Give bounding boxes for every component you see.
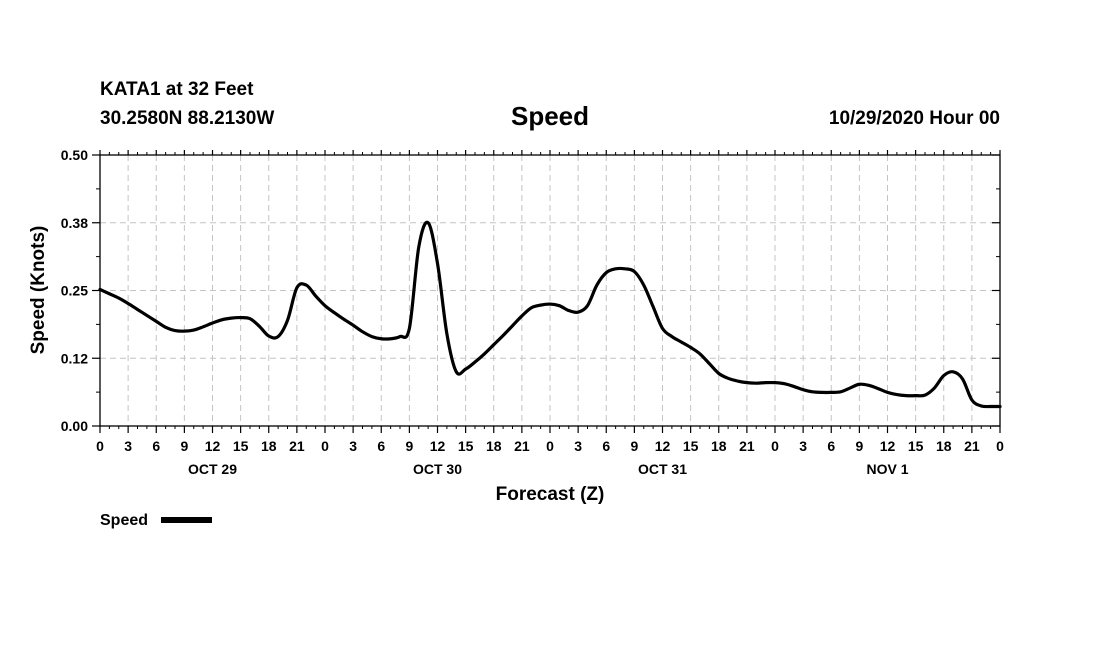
x-tick-label: 18 — [936, 438, 952, 454]
x-tick-label: 12 — [205, 438, 221, 454]
coordinates-label: 30.2580N 88.2130W — [100, 108, 274, 129]
x-tick-label: 15 — [233, 438, 249, 454]
day-label: OCT 31 — [638, 461, 687, 477]
x-tick-label: 18 — [261, 438, 277, 454]
x-tick-label: 18 — [711, 438, 727, 454]
y-tick-labels: 0.00 0.12 0.25 0.38 0.50 — [61, 147, 88, 434]
y-tick-label: 0.00 — [61, 418, 88, 434]
x-tick-label: 9 — [630, 438, 638, 454]
x-tick-label: 15 — [458, 438, 474, 454]
forecast-datetime: 10/29/2020 Hour 00 — [829, 108, 1000, 129]
chart-title: Speed — [511, 101, 589, 131]
x-tick-label: 9 — [180, 438, 188, 454]
x-tick-label: 0 — [996, 438, 1004, 454]
x-tick-label: 3 — [124, 438, 132, 454]
x-tick-label: 3 — [349, 438, 357, 454]
x-tick-label: 21 — [739, 438, 755, 454]
x-tick-label: 15 — [908, 438, 924, 454]
x-tick-label: 15 — [683, 438, 699, 454]
y-tick-label: 0.25 — [61, 283, 88, 299]
day-label: OCT 29 — [188, 461, 237, 477]
legend-label: Speed — [100, 512, 148, 529]
day-labels: OCT 29 OCT 30 OCT 31 NOV 1 — [188, 461, 909, 477]
y-tick-label: 0.38 — [61, 215, 88, 231]
x-tick-label: 6 — [152, 438, 160, 454]
x-tick-label: 12 — [655, 438, 671, 454]
x-tick-label: 6 — [377, 438, 385, 454]
grid-lines — [100, 155, 1000, 426]
x-tick-label: 3 — [574, 438, 582, 454]
x-tick-label: 0 — [546, 438, 554, 454]
x-tick-label: 21 — [289, 438, 305, 454]
x-tick-label: 21 — [964, 438, 980, 454]
x-tick-label: 12 — [880, 438, 896, 454]
x-tick-label: 21 — [514, 438, 530, 454]
x-tick-label: 9 — [405, 438, 413, 454]
legend-swatch — [161, 517, 212, 523]
x-tick-label: 0 — [771, 438, 779, 454]
day-label: OCT 30 — [413, 461, 462, 477]
x-axis-title: Forecast (Z) — [496, 484, 605, 505]
x-tick-label: 3 — [799, 438, 807, 454]
x-tick-label: 18 — [486, 438, 502, 454]
day-label: NOV 1 — [866, 461, 908, 477]
axis-ticks — [92, 150, 1001, 433]
station-label: KATA1 at 32 Feet — [100, 79, 254, 100]
x-tick-label: 6 — [827, 438, 835, 454]
x-tick-label: 0 — [96, 438, 104, 454]
x-tick-label: 0 — [321, 438, 329, 454]
y-tick-label: 0.50 — [61, 147, 88, 163]
x-tick-label: 6 — [602, 438, 610, 454]
x-tick-label: 9 — [855, 438, 863, 454]
x-tick-labels: 0 3 6 9 12 15 18 21 0 3 6 9 12 15 18 21 0 3 6 9 12 15 18 21 0 3 6 9… — [96, 438, 1004, 454]
speed-series-line — [98, 220, 1002, 409]
y-tick-label: 0.12 — [61, 350, 88, 366]
y-axis-title: Speed (Knots) — [28, 226, 49, 355]
x-tick-label: 12 — [430, 438, 446, 454]
